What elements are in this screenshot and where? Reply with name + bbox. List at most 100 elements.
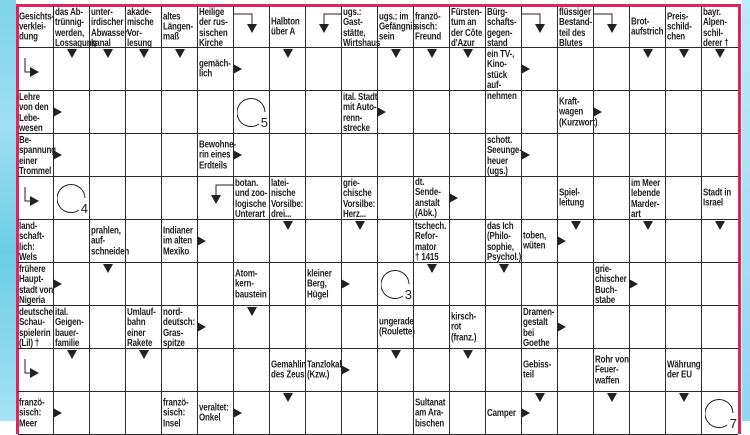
answer-cell[interactable] — [594, 392, 630, 435]
answer-cell[interactable] — [306, 91, 342, 134]
answer-cell[interactable] — [90, 349, 126, 392]
answer-cell[interactable] — [378, 349, 414, 392]
answer-cell[interactable] — [558, 263, 594, 306]
answer-cell[interactable] — [666, 392, 702, 435]
answer-cell[interactable] — [378, 48, 414, 91]
answer-cell[interactable] — [90, 134, 126, 177]
answer-cell[interactable] — [486, 263, 522, 306]
answer-cell[interactable] — [450, 177, 486, 220]
answer-cell[interactable] — [702, 91, 738, 134]
answer-cell[interactable] — [378, 220, 414, 263]
answer-cell[interactable] — [90, 177, 126, 220]
answer-cell[interactable] — [702, 48, 738, 91]
answer-cell[interactable] — [342, 134, 378, 177]
answer-cell[interactable] — [450, 220, 486, 263]
answer-cell[interactable] — [594, 177, 630, 220]
answer-cell[interactable] — [90, 306, 126, 349]
answer-cell[interactable] — [198, 177, 234, 220]
answer-cell[interactable] — [522, 177, 558, 220]
answer-cell[interactable] — [234, 134, 270, 177]
answer-cell[interactable] — [270, 220, 306, 263]
answer-cell[interactable] — [126, 48, 162, 91]
answer-cell[interactable] — [90, 392, 126, 435]
answer-cell[interactable] — [342, 349, 378, 392]
answer-cell[interactable] — [630, 220, 666, 263]
solution-cell[interactable]: 5 — [234, 91, 270, 134]
answer-cell[interactable] — [450, 263, 486, 306]
answer-cell[interactable] — [270, 134, 306, 177]
answer-cell[interactable] — [162, 48, 198, 91]
answer-cell[interactable] — [126, 91, 162, 134]
answer-cell[interactable] — [486, 91, 522, 134]
answer-cell[interactable] — [378, 177, 414, 220]
answer-cell[interactable] — [198, 263, 234, 306]
answer-cell[interactable] — [162, 91, 198, 134]
answer-cell[interactable] — [414, 91, 450, 134]
answer-cell[interactable] — [18, 177, 54, 220]
answer-cell[interactable] — [18, 48, 54, 91]
answer-cell[interactable] — [630, 134, 666, 177]
answer-cell[interactable] — [450, 134, 486, 177]
answer-cell[interactable] — [198, 91, 234, 134]
answer-cell[interactable] — [630, 306, 666, 349]
answer-cell[interactable] — [450, 392, 486, 435]
answer-cell[interactable] — [558, 392, 594, 435]
answer-cell[interactable] — [666, 263, 702, 306]
answer-cell[interactable] — [594, 91, 630, 134]
answer-cell[interactable] — [306, 220, 342, 263]
answer-cell[interactable] — [234, 349, 270, 392]
answer-cell[interactable] — [450, 349, 486, 392]
answer-cell[interactable] — [486, 177, 522, 220]
answer-cell[interactable] — [126, 177, 162, 220]
answer-cell[interactable] — [558, 306, 594, 349]
answer-cell[interactable] — [126, 263, 162, 306]
answer-cell[interactable] — [522, 263, 558, 306]
solution-cell[interactable]: 4 — [54, 177, 90, 220]
answer-cell[interactable] — [486, 306, 522, 349]
answer-cell[interactable] — [54, 48, 90, 91]
answer-cell[interactable] — [594, 134, 630, 177]
answer-cell[interactable] — [126, 134, 162, 177]
answer-cell[interactable] — [630, 349, 666, 392]
answer-cell[interactable] — [666, 134, 702, 177]
answer-cell[interactable] — [666, 48, 702, 91]
answer-cell[interactable] — [522, 6, 558, 48]
answer-cell[interactable] — [450, 48, 486, 91]
answer-cell[interactable] — [342, 392, 378, 435]
answer-cell[interactable] — [414, 263, 450, 306]
answer-cell[interactable] — [306, 392, 342, 435]
answer-cell[interactable] — [414, 349, 450, 392]
answer-cell[interactable] — [666, 306, 702, 349]
answer-cell[interactable] — [378, 91, 414, 134]
solution-cell[interactable]: 3 — [378, 263, 414, 306]
answer-cell[interactable] — [594, 6, 630, 48]
answer-cell[interactable] — [450, 91, 486, 134]
answer-cell[interactable] — [594, 220, 630, 263]
answer-cell[interactable] — [666, 177, 702, 220]
answer-cell[interactable] — [126, 220, 162, 263]
answer-cell[interactable] — [270, 48, 306, 91]
answer-cell[interactable] — [630, 48, 666, 91]
answer-cell[interactable] — [414, 48, 450, 91]
answer-cell[interactable] — [162, 134, 198, 177]
answer-cell[interactable] — [162, 263, 198, 306]
answer-cell[interactable] — [666, 91, 702, 134]
answer-cell[interactable] — [630, 263, 666, 306]
answer-cell[interactable] — [378, 134, 414, 177]
answer-cell[interactable] — [306, 134, 342, 177]
answer-cell[interactable] — [162, 349, 198, 392]
answer-cell[interactable] — [522, 134, 558, 177]
answer-cell[interactable] — [234, 220, 270, 263]
answer-cell[interactable] — [54, 91, 90, 134]
answer-cell[interactable] — [558, 134, 594, 177]
answer-cell[interactable] — [198, 349, 234, 392]
answer-cell[interactable] — [666, 220, 702, 263]
answer-cell[interactable] — [18, 349, 54, 392]
answer-cell[interactable] — [378, 392, 414, 435]
answer-cell[interactable] — [630, 392, 666, 435]
answer-cell[interactable] — [702, 306, 738, 349]
answer-cell[interactable] — [306, 177, 342, 220]
answer-cell[interactable] — [594, 48, 630, 91]
answer-cell[interactable] — [306, 306, 342, 349]
answer-cell[interactable] — [486, 349, 522, 392]
